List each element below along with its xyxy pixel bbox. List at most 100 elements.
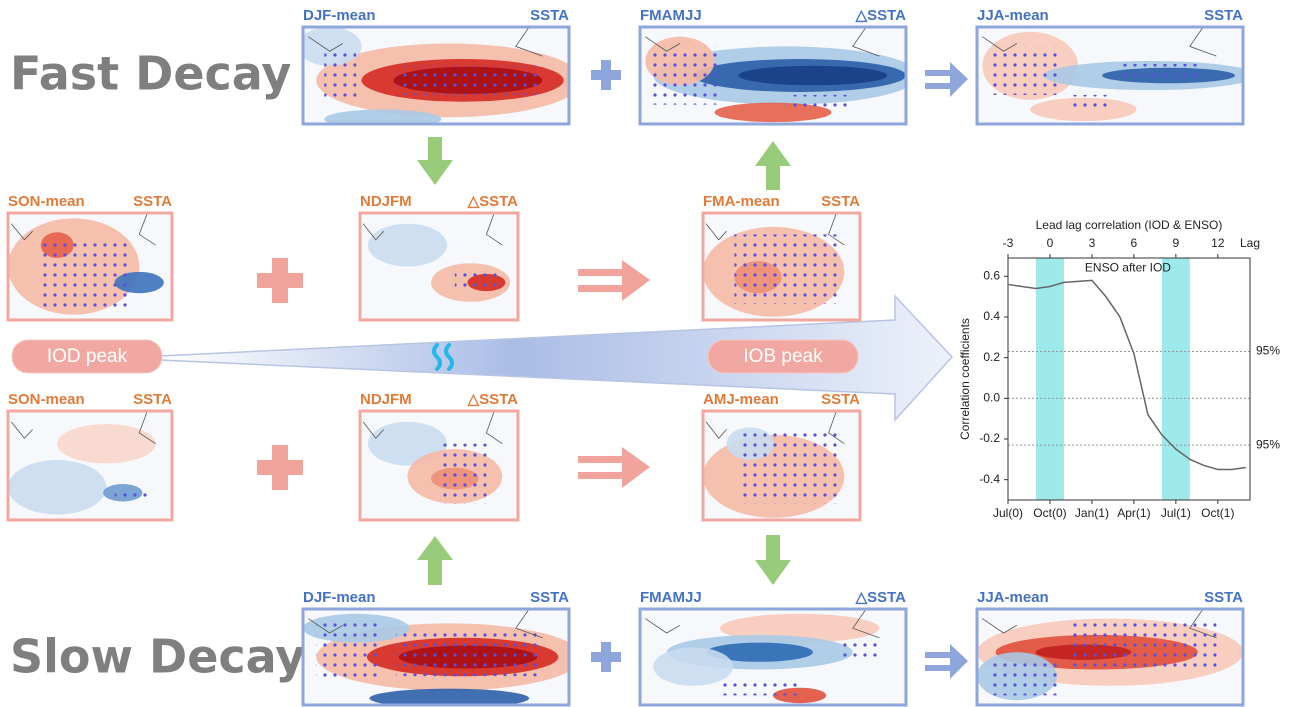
iod-peak-label: IOD peak	[47, 346, 128, 367]
figure: IOD peak IOB peak Fast Decay Slow Decay …	[0, 0, 1290, 707]
panel-season: DJF-mean	[303, 589, 376, 606]
lead-lag-chart: 0.6 0.4 0.2 0.0 -0.2 -0.4 95% 95% -3 0 3 6 9 12 Jul(0)…	[958, 218, 1280, 520]
map-content	[8, 213, 172, 320]
anomaly-blob	[653, 647, 733, 685]
panel-field: SSTA	[530, 7, 569, 24]
map-content	[303, 609, 582, 707]
map-panel: FMAMJJ △SSTA	[640, 7, 919, 124]
significance-dots	[734, 234, 836, 304]
anomaly-blob	[738, 66, 887, 85]
map-content	[8, 411, 172, 520]
bottom-tick-label: Apr(1)	[1117, 506, 1150, 520]
y-tick-label: -0.2	[979, 431, 1000, 445]
chart-title: Lead lag correlation (IOD & ENSO)	[1036, 218, 1223, 232]
panel-field: SSTA	[530, 589, 569, 606]
significance-dots	[316, 623, 383, 681]
anomaly-blob	[8, 460, 106, 515]
panel-season: NDJFM	[360, 193, 412, 210]
map-content	[360, 213, 518, 320]
y-axis-label: Correlation coefficients	[958, 318, 972, 440]
panel-season: DJF-mean	[303, 7, 376, 24]
bottom-tick-label: Jul(1)	[1161, 506, 1191, 520]
significance-dots	[396, 66, 542, 95]
map-content	[640, 27, 919, 124]
y-tick-label: 0.0	[983, 390, 1000, 404]
significance-dots	[115, 487, 148, 498]
map-panel: AMJ-meanSSTA	[703, 391, 860, 520]
panel-season: JJA-mean	[977, 7, 1049, 24]
annotation: ENSO after IOD	[1085, 260, 1171, 274]
y-tick-label: 0.6	[983, 268, 1000, 282]
map-panel: JJA-mean SSTA	[977, 589, 1243, 705]
significance-dots	[990, 46, 1057, 95]
map-panel: SON-mean SSTA	[8, 391, 172, 520]
significance-dots	[41, 240, 131, 310]
map-panel: NDJFM △SSTA	[360, 391, 518, 520]
top-tick-label: 3	[1089, 236, 1096, 250]
map-content	[977, 27, 1256, 124]
map-content	[640, 609, 906, 705]
bottom-tick-label: Jan(1)	[1075, 506, 1109, 520]
top-tick-label: 6	[1131, 236, 1138, 250]
significance-dots	[324, 51, 356, 100]
map-content	[360, 411, 518, 520]
panel-season: FMAMJJ	[640, 589, 702, 606]
slow-decay-label: Slow Decay	[10, 630, 305, 684]
anomaly-blob	[324, 109, 441, 128]
significance-dots	[396, 628, 542, 676]
panel-season: SON-mean	[8, 391, 85, 408]
top-tick-label: 12	[1211, 236, 1225, 250]
map-panel: FMAMJJ △SSTA	[640, 589, 906, 705]
map-panel: FMA-mean SSTA	[703, 193, 860, 320]
panel-season: FMA-mean	[703, 193, 780, 210]
significance-label: 95%	[1256, 344, 1280, 358]
significance-dots	[455, 267, 502, 294]
map-panel: JJA-mean SSTA	[977, 7, 1256, 124]
shaded-band	[1162, 258, 1190, 500]
panel-season: FMAMJJ	[640, 7, 702, 24]
panel-season: SON-mean	[8, 193, 85, 210]
panel-field: SSTA	[133, 193, 172, 210]
significance-dots	[840, 638, 880, 657]
significance-dots	[1123, 64, 1203, 83]
panel-field: △SSTA	[467, 193, 519, 210]
map-panel: SON-mean SSTA	[8, 193, 172, 320]
panel-season: NDJFM	[360, 391, 412, 408]
panel-field: SSTA	[821, 193, 860, 210]
map-content	[298, 27, 583, 129]
top-tick-label: 0	[1047, 236, 1054, 250]
significance-dots	[1070, 95, 1110, 110]
bottom-tick-label: Oct(0)	[1033, 506, 1066, 520]
bottom-tick-label: Jul(0)	[993, 506, 1023, 520]
panel-field: △SSTA	[467, 391, 519, 408]
significance-dots	[990, 657, 1057, 695]
y-tick-label: -0.4	[979, 472, 1000, 486]
map-panel: DJF-mean SSTA	[298, 7, 583, 129]
y-tick-label: 0.2	[983, 350, 1000, 364]
significance-label: 95%	[1256, 437, 1280, 451]
fast-decay-label: Fast Decay	[10, 47, 291, 101]
panel-season: AMJ-mean	[703, 391, 779, 408]
shaded-band	[1036, 258, 1064, 500]
map-panel: DJF-mean SSTA	[303, 589, 582, 707]
panel-field: SSTA	[1204, 7, 1243, 24]
anomaly-blob	[57, 424, 155, 463]
anomaly-blob	[368, 224, 447, 267]
panel-field: SSTA	[133, 391, 172, 408]
map-content	[703, 411, 860, 520]
panel-field: △SSTA	[855, 589, 907, 606]
diagram: IOD peak IOB peak Fast Decay Slow Decay …	[0, 0, 1290, 707]
panel-season: JJA-mean	[977, 589, 1049, 606]
bottom-tick-label: Oct(1)	[1201, 506, 1234, 520]
map-panel: NDJFM △SSTA	[360, 193, 518, 320]
top-tick-label: 9	[1173, 236, 1180, 250]
significance-dots	[653, 46, 720, 104]
significance-dots	[439, 444, 486, 504]
panel-field: △SSTA	[855, 7, 907, 24]
top-tick-label: -3	[1003, 236, 1014, 250]
significance-dots	[786, 95, 853, 110]
panel-field: SSTA	[1204, 589, 1243, 606]
significance-dots	[742, 433, 836, 504]
significance-dots	[720, 681, 800, 695]
y-tick-label: 0.4	[983, 309, 1000, 323]
